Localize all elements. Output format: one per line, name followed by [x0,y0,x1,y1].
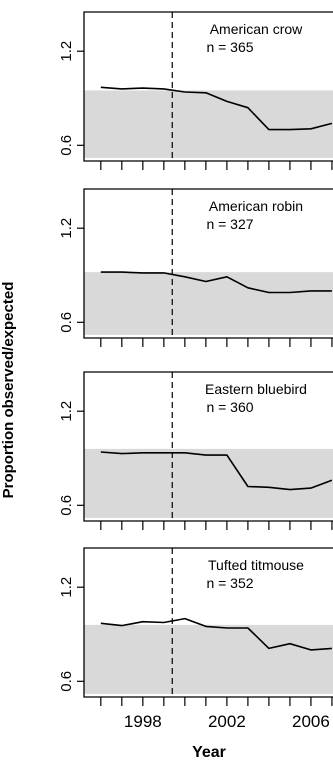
y-tick-label: 1.2 [58,401,75,422]
panel-frame [83,11,333,162]
n-label: n = 327 [206,216,253,232]
y-tick-label: 1.2 [58,218,75,239]
panel-american-crow: 0.6 1.2 American crow n = 365 [58,11,333,170]
panels: 0.6 1.2 American crow n = 365 0.6 1.2 American… [58,11,333,731]
panel-eastern-bluebird: 0.6 1.2 Eastern bluebird n = 360 [58,371,333,530]
panel-frame [83,547,333,698]
y-tick-label: 1.2 [58,41,75,62]
band [84,448,333,518]
series-line [100,617,332,651]
y-axis-label: Proportion observed/expected [0,282,17,499]
panel-tufted-titmouse: 0.6 1.2 Tufted titmouse n = 352 [58,547,333,706]
series-line [100,271,332,294]
y-tick-label: 1.2 [58,577,75,598]
y-tick-label: 0.6 [58,671,75,692]
series-line [100,451,333,491]
y-tick-label: 0.6 [58,135,75,156]
panel-frame [83,371,333,522]
species-label: Eastern bluebird [205,381,307,397]
n-label: n = 352 [206,575,253,591]
y-tick-label: 0.6 [58,312,75,333]
y-tick-label: 0.6 [58,495,75,516]
band [84,90,333,158]
x-tick-label: 2006 [292,712,330,731]
species-label: American robin [209,198,303,214]
species-label: American crow [210,21,303,37]
series-line [100,86,333,131]
band [84,624,333,694]
n-label: n = 365 [206,39,253,55]
panel-american-robin: 0.6 1.2 American robin n = 327 [58,188,333,347]
x-tick-label: 1998 [124,712,162,731]
species-label: Tufted titmouse [208,557,304,573]
panel-frame [83,188,333,339]
n-label: n = 360 [206,399,253,415]
x-tick-label: 2002 [208,712,246,731]
x-axis-label: Year [192,744,226,761]
band [84,272,333,335]
